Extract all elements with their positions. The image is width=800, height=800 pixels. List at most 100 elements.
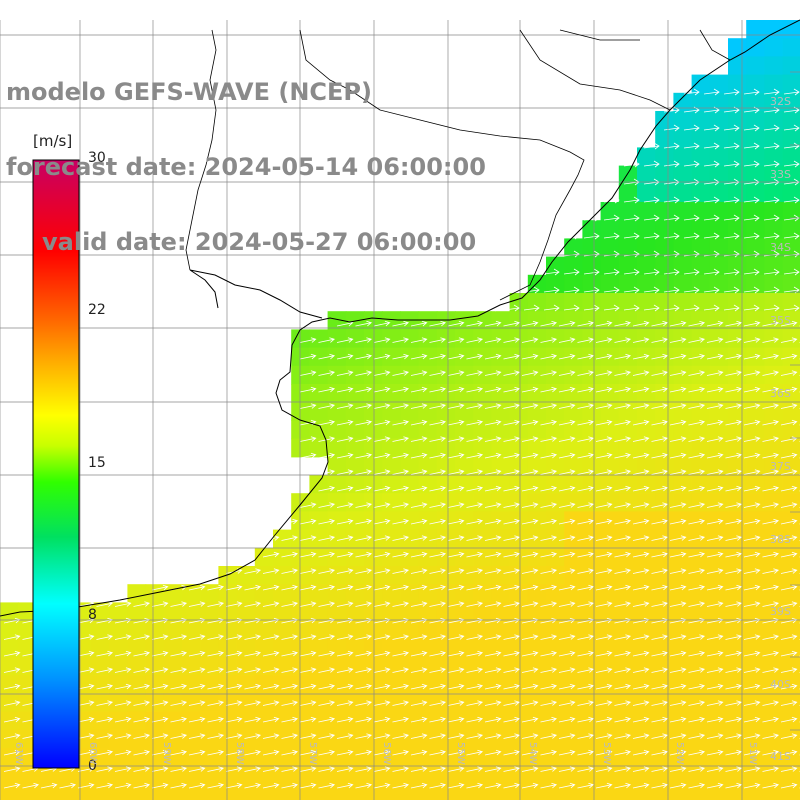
- wind-arrow: [355, 535, 373, 541]
- wind-arrow: [3, 749, 21, 756]
- wind-cell: [546, 711, 565, 731]
- wind-cell: [345, 493, 365, 512]
- wind-cell: [782, 657, 800, 676]
- wind-arrow: [466, 749, 484, 756]
- wind-cell: [691, 384, 711, 403]
- wind-cell: [163, 620, 183, 640]
- wind-arrow: [688, 667, 706, 673]
- wind-arrow: [207, 667, 225, 673]
- wind-cell: [709, 92, 729, 112]
- wind-arrow: [540, 386, 558, 393]
- wind-arrow: [96, 749, 114, 756]
- wind-arrow: [780, 403, 798, 409]
- wind-cell: [509, 766, 529, 785]
- wind-arrow: [96, 700, 114, 706]
- wind-arrow: [669, 716, 687, 723]
- wind-cell: [218, 784, 238, 800]
- wind-arrow: [706, 766, 724, 772]
- wind-cell: [273, 784, 292, 800]
- wind-arrow: [762, 535, 780, 541]
- wind-cell: [91, 620, 110, 640]
- wind-arrow: [336, 518, 354, 525]
- wind-cell: [564, 584, 583, 603]
- wind-arrow: [96, 733, 114, 739]
- wind-cell: [509, 675, 529, 694]
- wind-arrow: [466, 485, 484, 492]
- wind-arrow: [577, 650, 595, 657]
- wind-arrow: [643, 214, 660, 222]
- wind-arrow: [558, 419, 576, 426]
- wind-cell: [18, 729, 37, 749]
- wind-cell: [364, 511, 383, 531]
- wind-arrow: [318, 386, 336, 393]
- wind-cell: [564, 620, 583, 640]
- wind-arrow: [225, 716, 243, 723]
- wind-arrow: [410, 436, 428, 442]
- wind-arrow: [669, 568, 687, 574]
- wind-arrow: [151, 584, 169, 591]
- wind-cell: [473, 711, 492, 731]
- wind-arrow: [632, 568, 650, 574]
- wind-cell: [455, 493, 474, 512]
- wind-cell: [600, 202, 620, 221]
- wind-arrow: [743, 716, 761, 723]
- wind-cell: [145, 620, 165, 640]
- wind-arrow: [188, 650, 206, 657]
- wind-arrow: [3, 700, 21, 706]
- wind-arrow: [725, 766, 743, 772]
- wind-arrow: [336, 337, 354, 343]
- wind-arrow: [281, 700, 299, 706]
- wind-arrow: [410, 650, 428, 657]
- wind-cell: [728, 547, 747, 567]
- wind-arrow: [540, 502, 558, 508]
- wind-cell: [364, 475, 383, 494]
- wind-cell: [746, 384, 765, 403]
- wind-arrow: [725, 353, 743, 360]
- wind-arrow: [410, 419, 428, 426]
- wind-cell: [236, 784, 256, 800]
- wind-cell: [473, 675, 492, 694]
- wind-arrow: [484, 749, 502, 756]
- wind-cell: [18, 693, 37, 713]
- wind-arrow: [669, 353, 687, 360]
- wind-arrow: [40, 782, 58, 789]
- wind-arrow: [614, 353, 632, 360]
- wind-arrow: [429, 353, 447, 360]
- latitude-label: 36S: [770, 387, 791, 400]
- wind-cell: [509, 584, 529, 603]
- wind-cell: [546, 274, 565, 294]
- wind-arrow: [244, 716, 262, 723]
- wind-arrow: [355, 568, 373, 574]
- wind-arrow: [521, 733, 539, 739]
- map-title: modelo GEFS-WAVE (NCEP) forecast date: 2…: [6, 30, 486, 280]
- wind-cell: [618, 293, 638, 312]
- wind-arrow: [614, 551, 632, 558]
- wind-cell: [728, 347, 747, 367]
- wind-arrow: [188, 584, 206, 591]
- wind-arrow: [318, 716, 336, 723]
- wind-cell: [291, 657, 310, 676]
- wind-cell: [509, 420, 529, 440]
- wind-cell: [18, 620, 37, 640]
- wind-arrow: [188, 683, 206, 690]
- wind-arrow: [703, 160, 720, 168]
- wind-arrow: [336, 485, 354, 492]
- wind-cell: [546, 384, 565, 403]
- wind-cell: [637, 220, 656, 239]
- wind-cell: [218, 766, 238, 785]
- wind-cell: [309, 475, 329, 494]
- wind-arrow: [392, 452, 410, 459]
- wind-arrow: [447, 749, 465, 756]
- wind-arrow: [114, 766, 132, 772]
- wind-arrow: [632, 320, 650, 327]
- wind-arrow: [632, 535, 650, 541]
- wind-cell: [782, 293, 800, 312]
- wind-cell: [655, 183, 674, 203]
- wind-arrow: [632, 386, 650, 393]
- wind-arrow: [762, 700, 780, 706]
- wind-arrow: [244, 782, 262, 789]
- wind-cell: [764, 748, 784, 767]
- wind-arrow: [410, 683, 428, 690]
- wind-arrow: [188, 667, 206, 673]
- wind-cell: [546, 638, 565, 658]
